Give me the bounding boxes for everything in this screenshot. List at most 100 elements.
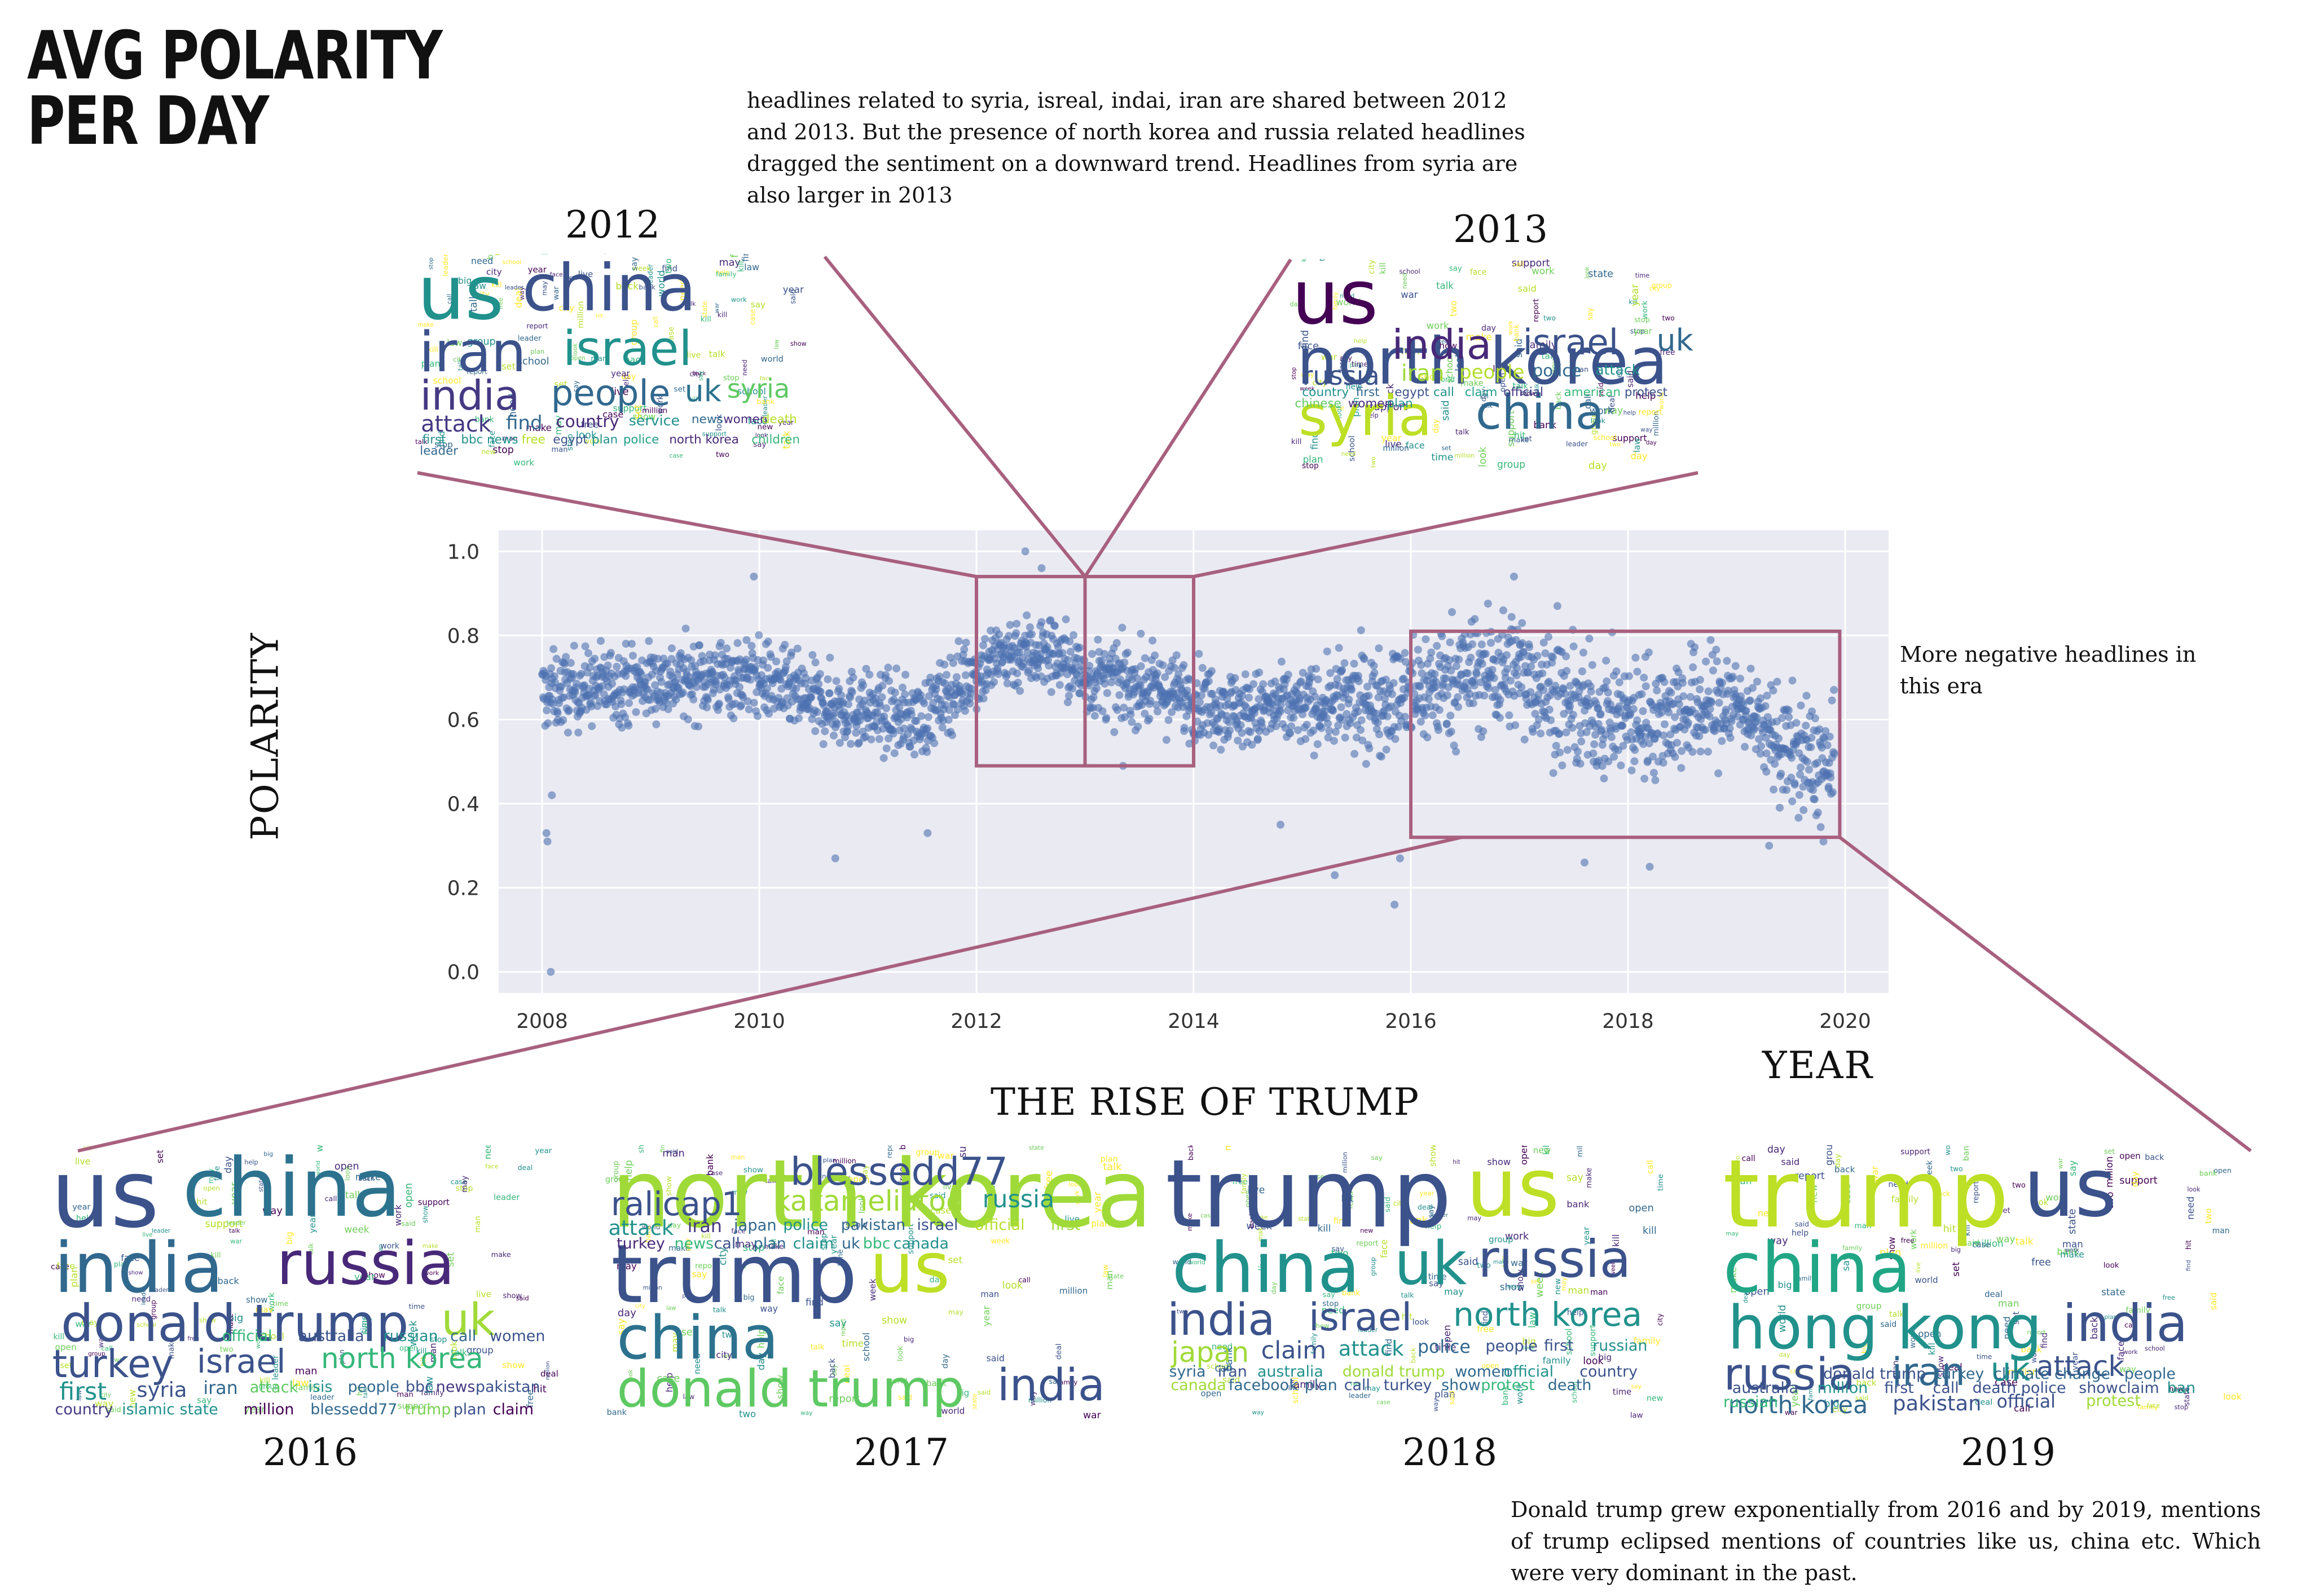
data-point [544,719,552,727]
data-point [923,724,932,733]
data-point [781,641,789,649]
data-point [811,658,820,667]
callout-connector [77,836,1462,1153]
data-point [1016,687,1024,695]
year-label-2013: 2013 [1453,208,1548,251]
data-point [847,740,855,748]
callout-connector [823,256,1086,578]
year-label-2019: 2019 [1961,1431,2056,1474]
data-point [901,690,909,698]
data-point [772,657,781,666]
data-point [570,641,578,650]
data-point [607,649,615,657]
data-point [852,729,860,737]
data-point [1023,611,1031,619]
data-point [808,651,817,659]
data-point [652,705,660,713]
data-point [1064,698,1072,706]
data-point [559,716,567,724]
data-point [829,709,838,718]
data-point [885,735,893,742]
page-title: AVG POLARITY PER DAY [27,22,443,154]
data-point [825,689,834,697]
data-point [917,712,926,720]
data-point [945,706,953,714]
data-point [742,636,751,644]
data-point [961,707,969,715]
section-title: THE RISE OF TRUMP [991,1080,1420,1124]
data-point [747,641,756,650]
data-point [651,681,659,689]
data-point [842,711,851,719]
data-point [751,663,759,671]
data-point [953,705,962,714]
data-point [543,706,551,714]
data-point [637,670,646,679]
data-point [835,738,844,747]
data-point [889,729,897,738]
data-point [736,683,743,691]
data-point [1045,661,1053,670]
data-point [745,705,753,714]
data-point [952,673,961,682]
data-point [826,653,834,662]
data-point [925,692,933,701]
data-point [816,670,824,678]
data-point [781,663,790,671]
data-point [566,659,575,667]
data-point [652,720,661,728]
data-point [674,683,683,692]
data-point [900,724,908,733]
data-point [884,663,892,672]
data-point [598,682,606,691]
data-point [549,645,558,653]
data-point [625,699,633,707]
data-point [691,662,699,670]
data-point [930,739,939,748]
data-point [987,626,995,635]
data-point [1050,622,1059,630]
data-point [776,676,785,684]
highlight-box [1083,575,1195,768]
data-point [849,673,857,682]
data-point [1005,632,1013,640]
data-point [954,637,963,645]
data-point [666,667,675,676]
data-point [824,675,832,684]
data-point [716,639,725,647]
data-point [662,698,671,707]
data-point [832,677,841,685]
data-point [1013,619,1021,628]
data-point [958,689,966,698]
data-point [696,641,703,649]
data-point [1014,679,1022,687]
data-point [657,678,666,686]
data-point [966,700,974,708]
data-point [855,738,863,747]
data-point [981,635,989,643]
data-point [948,731,957,740]
data-point [586,663,594,671]
data-point [994,670,1002,678]
data-point [654,654,662,663]
data-point [1012,629,1020,637]
data-point [890,749,899,758]
data-point [764,710,773,718]
data-point [882,671,890,679]
data-point [547,664,556,672]
data-point [613,662,621,671]
data-point [759,656,768,665]
data-point [795,714,803,723]
data-point [932,685,940,693]
data-point [807,693,815,702]
data-point [689,695,698,704]
data-point [574,728,583,737]
data-point [782,657,791,666]
data-point [624,722,633,730]
data-point [684,715,692,723]
data-point [703,703,711,711]
data-point [867,735,875,744]
data-point [552,654,561,663]
data-point [926,674,935,682]
